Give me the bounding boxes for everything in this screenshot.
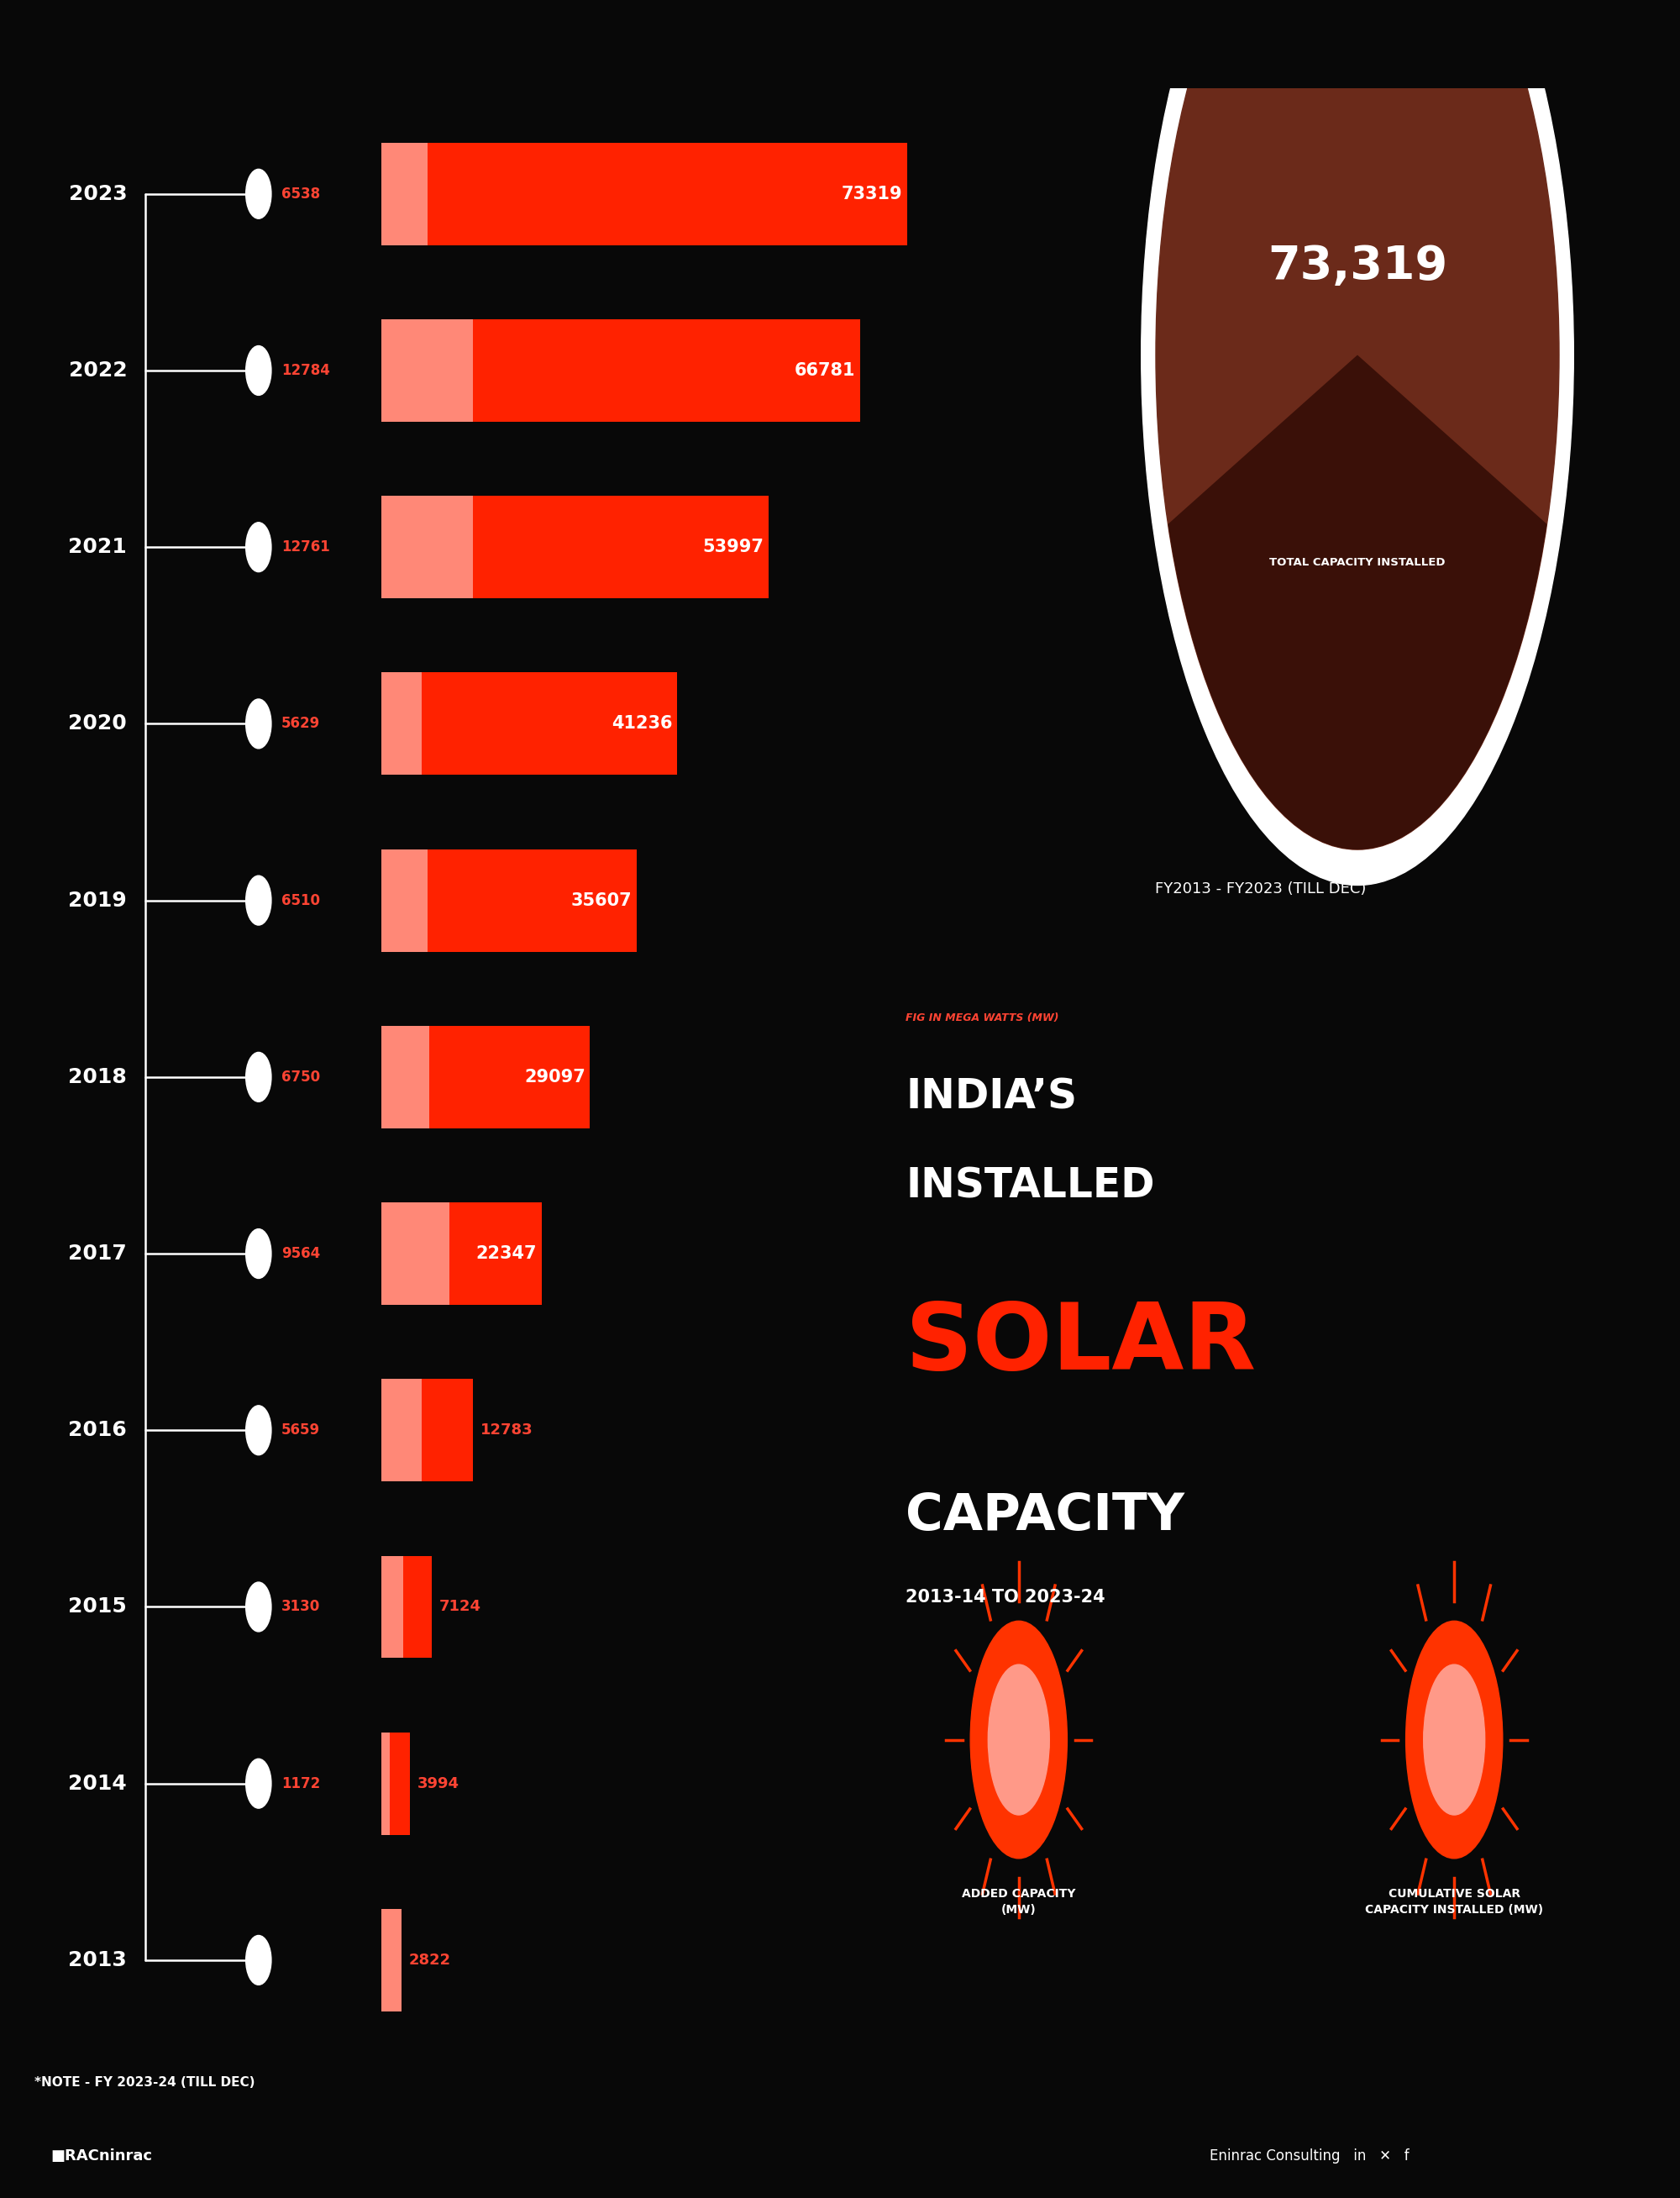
FancyBboxPatch shape: [381, 1556, 403, 1657]
Text: ■RACninrac: ■RACninrac: [50, 2150, 151, 2163]
Text: 3994: 3994: [417, 1776, 459, 1791]
Text: 29097: 29097: [524, 1068, 585, 1086]
FancyBboxPatch shape: [381, 1378, 422, 1481]
Circle shape: [1423, 1664, 1485, 1816]
Ellipse shape: [245, 345, 270, 396]
Circle shape: [1156, 0, 1559, 848]
FancyBboxPatch shape: [381, 1026, 430, 1128]
Ellipse shape: [245, 1758, 270, 1809]
Circle shape: [1141, 0, 1574, 886]
Text: 5629: 5629: [281, 717, 321, 732]
Text: 2822: 2822: [408, 1952, 450, 1967]
Text: 1172: 1172: [281, 1776, 321, 1791]
FancyBboxPatch shape: [381, 1026, 590, 1128]
Text: 2013: 2013: [69, 1950, 128, 1969]
Text: 73,319: 73,319: [1267, 244, 1448, 288]
Text: 3130: 3130: [281, 1600, 321, 1616]
FancyBboxPatch shape: [381, 673, 677, 776]
Text: ADDED CAPACITY
(MW): ADDED CAPACITY (MW): [963, 1888, 1075, 1914]
Text: *NOTE - FY 2023-24 (TILL DEC): *NOTE - FY 2023-24 (TILL DEC): [34, 2077, 255, 2088]
Text: 2017: 2017: [69, 1244, 128, 1264]
FancyBboxPatch shape: [381, 143, 907, 246]
Ellipse shape: [245, 1405, 270, 1455]
Ellipse shape: [245, 875, 270, 925]
Text: CUMULATIVE SOLAR
CAPACITY INSTALLED (MW): CUMULATIVE SOLAR CAPACITY INSTALLED (MW): [1366, 1888, 1544, 1914]
FancyBboxPatch shape: [381, 1202, 541, 1306]
Text: 2023: 2023: [69, 185, 128, 204]
Text: 2014: 2014: [69, 1774, 128, 1794]
Text: 6510: 6510: [281, 892, 319, 908]
Ellipse shape: [245, 699, 270, 750]
Text: 12783: 12783: [480, 1422, 533, 1437]
Text: 12784: 12784: [281, 363, 329, 378]
Text: 2020: 2020: [69, 714, 128, 734]
FancyBboxPatch shape: [381, 1732, 410, 1835]
Wedge shape: [1168, 354, 1547, 848]
FancyBboxPatch shape: [381, 1732, 390, 1835]
Ellipse shape: [245, 523, 270, 571]
FancyBboxPatch shape: [381, 1556, 432, 1657]
Text: 41236: 41236: [612, 714, 672, 732]
Ellipse shape: [245, 1936, 270, 1985]
Text: FY2013 - FY2023 (TILL DEC): FY2013 - FY2023 (TILL DEC): [1156, 881, 1366, 897]
Text: FIG IN MEGA WATTS (MW): FIG IN MEGA WATTS (MW): [906, 1013, 1058, 1022]
Text: CAPACITY: CAPACITY: [906, 1492, 1184, 1541]
Text: 6750: 6750: [281, 1070, 319, 1084]
Text: 2015: 2015: [69, 1596, 128, 1618]
Text: 12761: 12761: [281, 539, 329, 554]
FancyBboxPatch shape: [381, 848, 428, 952]
Text: 6538: 6538: [281, 187, 319, 202]
Text: 2021: 2021: [69, 536, 128, 558]
Ellipse shape: [245, 169, 270, 218]
Ellipse shape: [245, 1583, 270, 1631]
FancyBboxPatch shape: [381, 848, 637, 952]
Text: 35607: 35607: [571, 892, 632, 908]
FancyBboxPatch shape: [381, 497, 768, 598]
FancyBboxPatch shape: [381, 497, 472, 598]
Text: 22347: 22347: [475, 1246, 538, 1262]
FancyBboxPatch shape: [381, 319, 860, 422]
Text: 7124: 7124: [440, 1600, 482, 1616]
Ellipse shape: [245, 1053, 270, 1101]
FancyBboxPatch shape: [381, 1378, 472, 1481]
Text: 9564: 9564: [281, 1246, 321, 1262]
Text: INDIA’S: INDIA’S: [906, 1077, 1077, 1117]
Text: 66781: 66781: [795, 363, 855, 378]
Text: 2013-14 TO 2023-24: 2013-14 TO 2023-24: [906, 1589, 1105, 1607]
Text: TOTAL CAPACITY INSTALLED: TOTAL CAPACITY INSTALLED: [1270, 558, 1445, 567]
Text: 2019: 2019: [69, 890, 128, 910]
Circle shape: [971, 1622, 1067, 1860]
FancyBboxPatch shape: [381, 1908, 402, 2011]
Text: 53997: 53997: [702, 539, 764, 556]
FancyBboxPatch shape: [381, 1908, 402, 2011]
Text: 2022: 2022: [69, 360, 128, 380]
FancyBboxPatch shape: [381, 319, 472, 422]
Circle shape: [988, 1664, 1050, 1816]
Text: 2016: 2016: [69, 1420, 128, 1440]
Text: SOLAR: SOLAR: [906, 1299, 1257, 1389]
Text: INSTALLED: INSTALLED: [906, 1165, 1154, 1207]
Text: Eninrac Consulting   in   ✕   f: Eninrac Consulting in ✕ f: [1210, 2150, 1410, 2163]
FancyBboxPatch shape: [381, 143, 428, 246]
Text: 2018: 2018: [69, 1066, 128, 1088]
FancyBboxPatch shape: [381, 673, 422, 776]
FancyBboxPatch shape: [381, 1202, 450, 1306]
Text: 73319: 73319: [842, 185, 902, 202]
Ellipse shape: [245, 1229, 270, 1279]
Circle shape: [1406, 1622, 1502, 1860]
Text: 5659: 5659: [281, 1422, 319, 1437]
